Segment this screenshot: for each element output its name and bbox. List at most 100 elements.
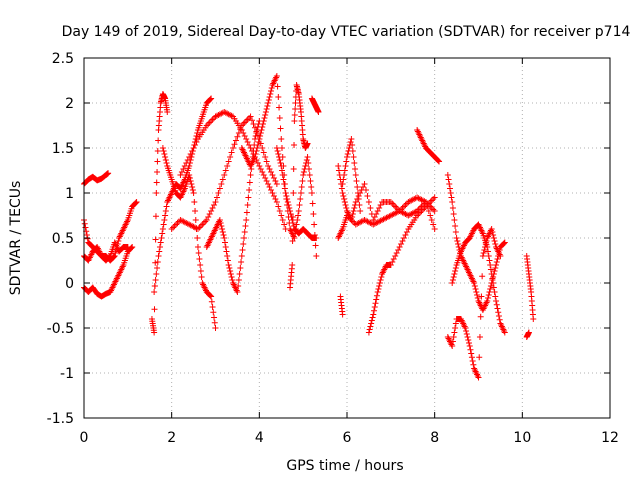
data-point	[221, 172, 228, 178]
data-point	[164, 109, 171, 115]
data-point	[194, 130, 201, 136]
data-point	[474, 292, 481, 298]
data-point	[265, 163, 272, 169]
data-point	[449, 205, 456, 211]
data-point	[339, 311, 346, 318]
data-point	[260, 172, 267, 178]
data-point	[344, 151, 351, 157]
data-point	[160, 221, 167, 228]
data-point	[255, 139, 262, 145]
data-point	[274, 83, 281, 90]
data-point	[491, 268, 498, 274]
data-point	[400, 203, 407, 210]
data-point	[392, 203, 399, 210]
data-point	[463, 328, 470, 334]
data-point	[378, 274, 385, 280]
data-point	[157, 239, 164, 246]
data-point	[186, 172, 193, 178]
data-point	[152, 259, 159, 266]
data-point	[278, 212, 285, 219]
data-point	[473, 289, 480, 295]
data-point	[208, 298, 215, 305]
data-point	[238, 253, 245, 259]
data-point	[265, 181, 272, 187]
data-point	[430, 206, 437, 213]
data-point	[221, 239, 228, 246]
data-point	[530, 316, 537, 322]
y-tick-label: 2.5	[52, 51, 74, 67]
data-point	[389, 200, 396, 207]
data-point	[392, 253, 399, 259]
data-point	[431, 208, 438, 214]
data-point	[494, 305, 501, 312]
data-point	[373, 296, 380, 303]
data-point	[349, 211, 356, 217]
data-point	[469, 358, 476, 364]
data-point	[257, 133, 264, 139]
data-point	[133, 199, 140, 205]
data-point	[452, 265, 459, 271]
data-point	[300, 169, 307, 175]
data-point	[340, 176, 347, 183]
data-point	[276, 154, 283, 160]
data-point	[241, 133, 248, 139]
data-point	[339, 190, 346, 196]
data-point	[501, 329, 508, 336]
data-point	[452, 223, 459, 229]
data-point	[269, 190, 276, 196]
data-point	[228, 149, 235, 156]
data-point	[194, 235, 201, 241]
data-point	[466, 340, 473, 346]
data-point	[484, 244, 491, 250]
data-point	[307, 178, 314, 184]
data-point	[263, 106, 270, 112]
data-point	[129, 244, 136, 250]
data-point	[268, 85, 275, 91]
data-point	[447, 185, 454, 192]
data-point	[277, 160, 284, 166]
data-point	[151, 306, 158, 313]
data-point	[219, 229, 226, 235]
data-point	[171, 223, 178, 229]
data-point	[259, 145, 266, 151]
y-tick-label: -0.5	[47, 321, 74, 337]
data-point	[257, 166, 264, 172]
x-tick-label: 12	[601, 430, 619, 446]
data-point	[289, 214, 296, 220]
data-point	[240, 241, 247, 247]
data-point	[154, 148, 161, 154]
data-point	[213, 194, 220, 201]
data-point	[234, 133, 241, 140]
data-point	[154, 265, 161, 271]
data-point	[247, 172, 254, 178]
data-point	[211, 202, 218, 208]
data-point	[240, 121, 247, 127]
x-tick-label: 4	[255, 430, 264, 446]
data-point	[82, 224, 89, 231]
data-point	[342, 163, 349, 169]
data-point	[289, 262, 296, 268]
data-point	[361, 181, 368, 187]
data-point	[427, 199, 434, 205]
data-point	[421, 205, 428, 211]
data-point	[220, 232, 227, 238]
data-point	[342, 202, 349, 208]
data-point	[198, 274, 205, 280]
data-point	[450, 274, 457, 280]
data-point	[474, 295, 481, 301]
data-point	[452, 268, 459, 274]
data-point	[187, 178, 194, 184]
data-point	[161, 217, 168, 223]
data-point	[156, 248, 163, 255]
data-point	[393, 250, 400, 256]
data-point	[266, 184, 273, 190]
data-point	[234, 289, 241, 295]
data-point	[340, 193, 347, 199]
data-point	[486, 257, 493, 264]
data-point	[501, 240, 508, 247]
data-point	[428, 197, 435, 204]
axes: -1.5 -1 -0.5 0 0.5 1 1.5 2 2.5 0 2 4 6 8 10 12	[47, 51, 619, 446]
data-point	[254, 160, 261, 166]
data-point	[479, 273, 486, 280]
data-point	[151, 283, 158, 289]
